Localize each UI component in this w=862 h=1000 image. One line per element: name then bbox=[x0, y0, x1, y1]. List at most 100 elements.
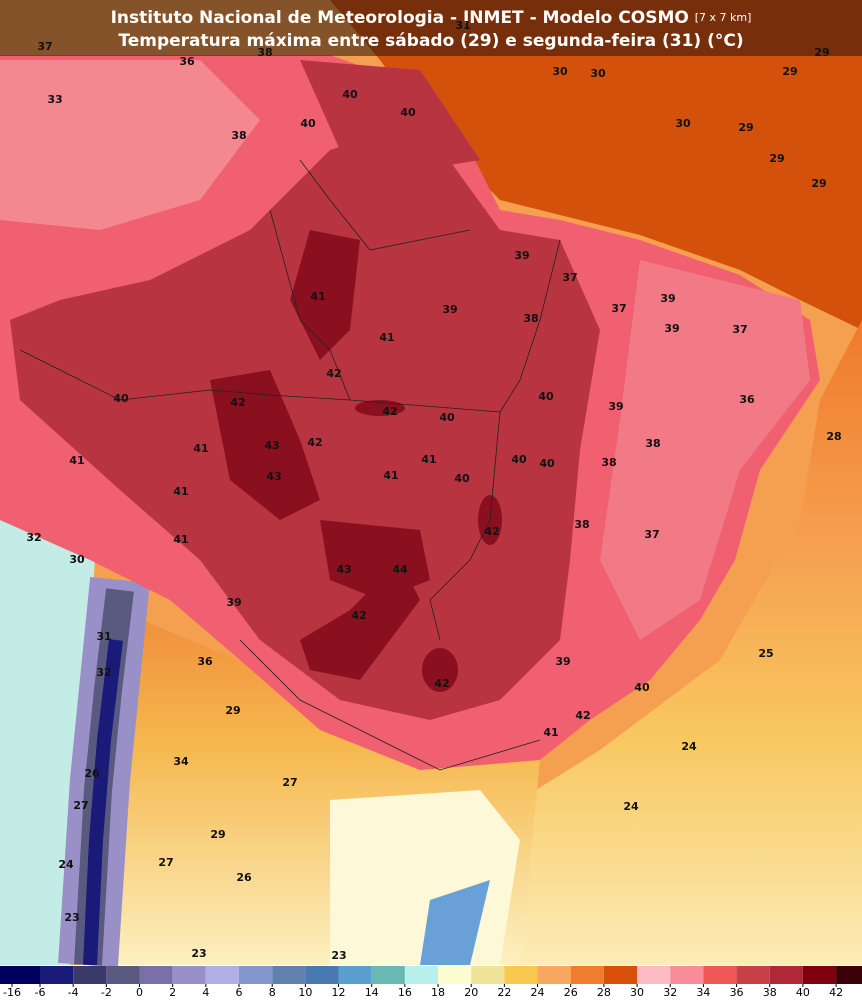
colorbar-bin bbox=[537, 966, 571, 984]
map-label: 39 bbox=[660, 292, 675, 305]
colorbar-bin bbox=[736, 966, 770, 984]
colorbar-tick-label: 2 bbox=[169, 986, 176, 999]
map-label: 40 bbox=[439, 411, 455, 424]
colorbar-tick-label: 38 bbox=[763, 986, 777, 999]
map-label: 32 bbox=[96, 666, 111, 679]
map-label: 30 bbox=[552, 65, 568, 78]
map-labels: 37 36 38 31 30 30 29 29 33 40 40 40 30 29 38 29 29 39 37 41… bbox=[26, 19, 841, 962]
colorbar-tick-label: 4 bbox=[202, 986, 209, 999]
colorbar-tick-label: -2 bbox=[101, 986, 112, 999]
map-label: 40 bbox=[538, 390, 554, 403]
map-label: 42 bbox=[382, 405, 397, 418]
colorbar-bin bbox=[139, 966, 173, 984]
map-label: 27 bbox=[73, 799, 88, 812]
map-label: 28 bbox=[826, 430, 841, 443]
map-label: 23 bbox=[64, 911, 79, 924]
map-label: 23 bbox=[331, 949, 346, 962]
map-label: 43 bbox=[264, 439, 279, 452]
colorbar-tick-label: 20 bbox=[464, 986, 478, 999]
map-label: 39 bbox=[555, 655, 570, 668]
colorbar-bin bbox=[570, 966, 604, 984]
map-label: 41 bbox=[173, 485, 188, 498]
colorbar-tick-label: 26 bbox=[564, 986, 578, 999]
map-label: 43 bbox=[336, 563, 351, 576]
map-label: 40 bbox=[511, 453, 527, 466]
map-label: 41 bbox=[383, 469, 398, 482]
colorbar-bin bbox=[603, 966, 638, 984]
colorbar-bin bbox=[73, 966, 107, 984]
title-bar bbox=[0, 0, 862, 56]
map-label: 31 bbox=[96, 630, 111, 643]
map-label: 36 bbox=[179, 55, 195, 68]
map-label: 29 bbox=[738, 121, 753, 134]
colorbar-tick-label: 0 bbox=[136, 986, 143, 999]
colorbar-bin bbox=[40, 966, 74, 984]
map-label: 27 bbox=[158, 856, 173, 869]
map-label: 38 bbox=[645, 437, 660, 450]
colorbar-tick-label: 24 bbox=[531, 986, 545, 999]
map-label: 29 bbox=[225, 704, 240, 717]
title: Instituto Nacional de Meteorologia - INM… bbox=[111, 8, 752, 28]
colorbar-tick-label: 16 bbox=[398, 986, 412, 999]
colorbar-tick-label: 14 bbox=[365, 986, 379, 999]
map-label: 41 bbox=[193, 442, 208, 455]
map-label: 30 bbox=[590, 67, 606, 80]
colorbar-bin bbox=[0, 966, 40, 984]
map-label: 37 bbox=[562, 271, 577, 284]
colorbar-bin bbox=[172, 966, 206, 984]
colorbar-tick-label: 10 bbox=[298, 986, 312, 999]
colorbar-tick-label: 18 bbox=[431, 986, 445, 999]
colorbar-bin bbox=[769, 966, 803, 984]
colorbar-tick-label: 42 bbox=[829, 986, 843, 999]
map-label: 36 bbox=[197, 655, 213, 668]
colorbar-tick-label: -16 bbox=[3, 986, 21, 999]
map-label: 29 bbox=[782, 65, 797, 78]
colorbar-bin bbox=[338, 966, 372, 984]
colorbar-bin bbox=[305, 966, 339, 984]
map-label: 43 bbox=[266, 470, 281, 483]
colorbar-bin bbox=[802, 966, 837, 984]
colorbar-tick-label: 6 bbox=[236, 986, 243, 999]
colorbar: -16 -6 -4 -2 0 2 4 6 8 10 12 14 16 18 20 22 24 26 28 30 32 34… bbox=[0, 966, 862, 999]
map-label: 37 bbox=[644, 528, 659, 541]
map-label: 40 bbox=[539, 457, 555, 470]
map-label: 39 bbox=[608, 400, 623, 413]
map-label: 44 bbox=[392, 563, 408, 576]
resolution: [7 x 7 km] bbox=[695, 11, 752, 24]
map-label: 26 bbox=[236, 871, 252, 884]
map-label: 42 bbox=[575, 709, 590, 722]
map-label: 24 bbox=[623, 800, 639, 813]
colorbar-tick-label: 8 bbox=[269, 986, 276, 999]
map-label: 32 bbox=[26, 531, 41, 544]
colorbar-bin bbox=[239, 966, 273, 984]
borders bbox=[19, 159, 561, 771]
colorbar-tick-label: 32 bbox=[663, 986, 677, 999]
colorbar-tick-label: 40 bbox=[796, 986, 810, 999]
map-label: 34 bbox=[173, 755, 189, 768]
map-label: 38 bbox=[257, 46, 272, 59]
colorbar-tick-label: 36 bbox=[730, 986, 744, 999]
colorbar-tick-label: -4 bbox=[68, 986, 79, 999]
colorbar-bin bbox=[404, 966, 439, 984]
map-label: 25 bbox=[758, 647, 773, 660]
map-label: 41 bbox=[310, 290, 325, 303]
map-label: 30 bbox=[69, 553, 85, 566]
colorbar-bin bbox=[504, 966, 538, 984]
map-label: 41 bbox=[543, 726, 558, 739]
map-label: 42 bbox=[434, 677, 449, 690]
map-background bbox=[0, 0, 862, 967]
map-label: 42 bbox=[484, 525, 499, 538]
map-label: 27 bbox=[282, 776, 297, 789]
map-label: 37 bbox=[611, 302, 626, 315]
map-label: 38 bbox=[523, 312, 538, 325]
colorbar-bin bbox=[471, 966, 505, 984]
colorbar-bin bbox=[205, 966, 240, 984]
map-label: 40 bbox=[113, 392, 129, 405]
colorbar-bin bbox=[836, 966, 862, 984]
map-label: 38 bbox=[574, 518, 589, 531]
map-label: 29 bbox=[769, 152, 784, 165]
map-label: 40 bbox=[454, 472, 470, 485]
map-label: 41 bbox=[379, 331, 394, 344]
